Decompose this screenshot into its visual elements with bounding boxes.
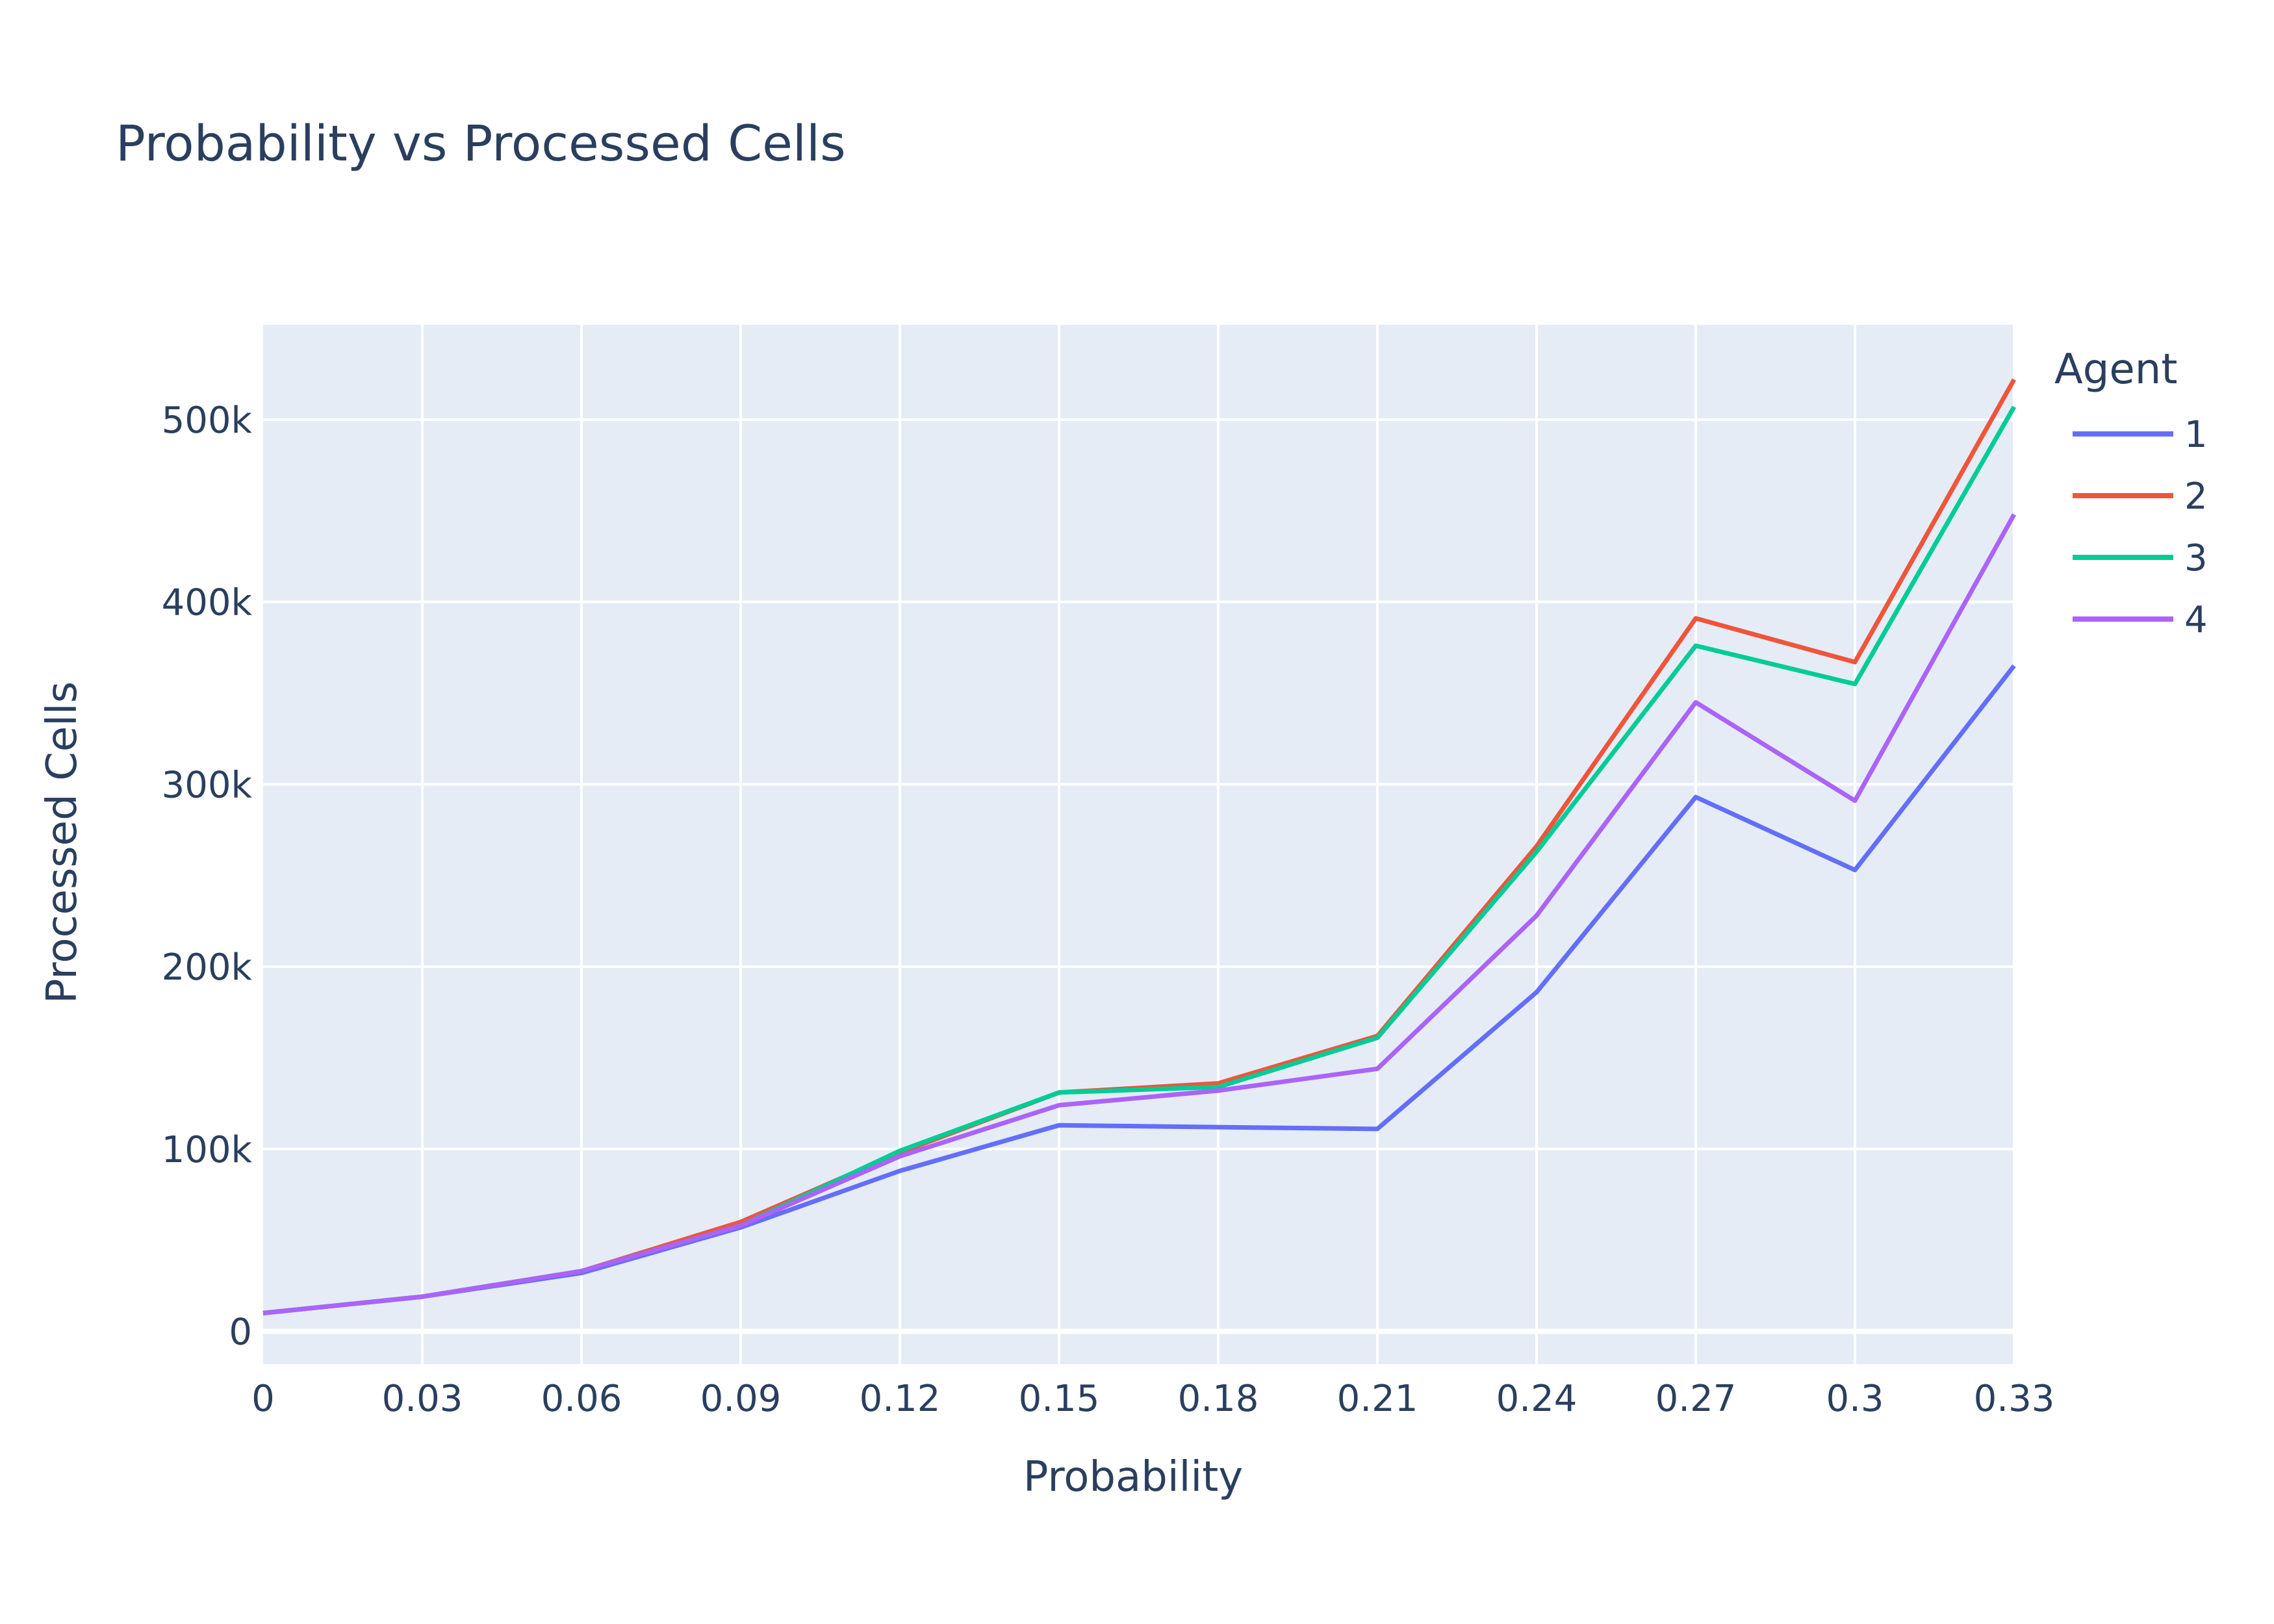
x-axis-ticks: 0 0.03 0.06 0.09 0.12 0.15 0.18 0.21 0.24 0.27 0.3… [251,1378,2054,1420]
x-tick-label: 0.09 [700,1378,782,1420]
x-axis-label: Probability [1023,1453,1243,1501]
x-tick-label: 0.21 [1337,1378,1418,1420]
legend-label: 2 [2184,476,2208,518]
x-tick-label: 0.15 [1019,1378,1100,1420]
legend-items[interactable]: 1 2 3 4 [2073,414,2208,641]
x-tick-label: 0 [251,1378,275,1420]
x-tick-label: 0.3 [1826,1378,1884,1420]
x-tick-label: 0.12 [860,1378,941,1420]
y-tick-label: 300k [162,764,253,806]
y-axis-label: Processed Cells [38,681,86,1004]
x-tick-label: 0.06 [541,1378,622,1420]
y-tick-label: 0 [229,1311,252,1353]
y-tick-label: 400k [162,582,253,624]
x-tick-label: 0.33 [1974,1378,2055,1420]
legend-item-2[interactable]: 2 [2073,476,2208,518]
legend-label: 3 [2184,537,2208,579]
y-tick-label: 500k [162,400,253,442]
y-tick-label: 100k [162,1129,253,1171]
y-tick-label: 200k [162,946,253,989]
legend-label: 4 [2184,599,2208,641]
chart-title: Probability vs Processed Cells [116,114,846,172]
legend-item-3[interactable]: 3 [2073,537,2208,579]
y-axis-ticks: 0 100k 200k 300k 400k 500k [162,400,253,1354]
legend-item-1[interactable]: 1 [2073,414,2208,456]
x-tick-label: 0.03 [382,1378,463,1420]
series-line-4[interactable] [262,513,2017,1315]
x-tick-label: 0.24 [1496,1378,1578,1420]
legend[interactable]: Agent 1 2 3 4 [2054,346,2208,641]
series-lines [262,378,2017,1315]
legend-label: 1 [2184,414,2208,456]
plot-area [263,325,2014,1364]
legend-item-4[interactable]: 4 [2073,599,2208,641]
grid-lines [263,325,2015,1364]
legend-title: Agent [2054,346,2177,394]
x-tick-label: 0.18 [1178,1378,1259,1420]
x-tick-label: 0.27 [1655,1378,1737,1420]
